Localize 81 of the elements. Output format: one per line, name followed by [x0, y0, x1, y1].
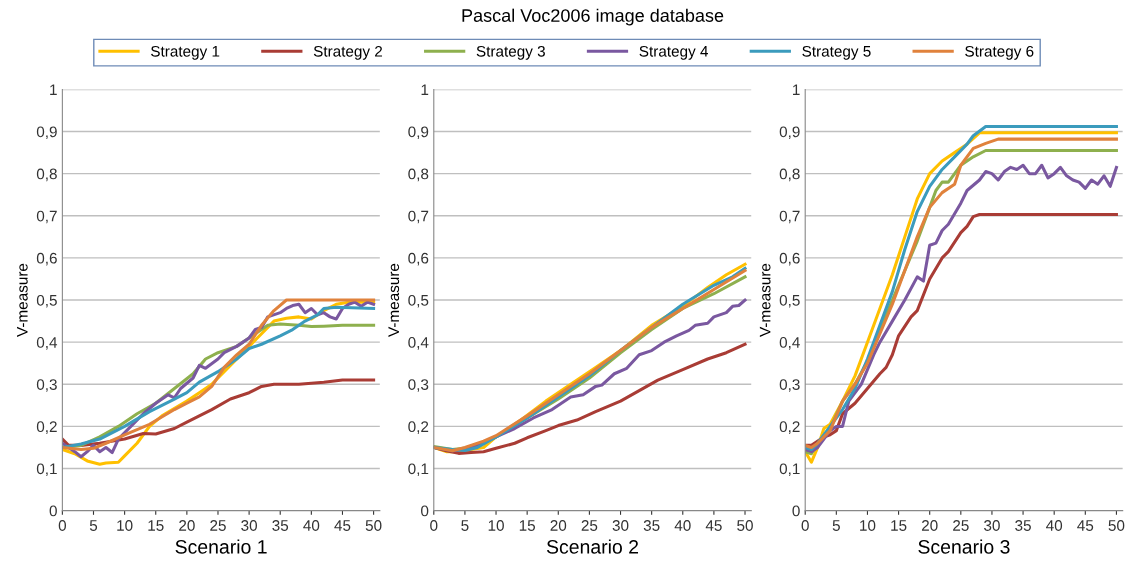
x-tick-label: 35 [272, 520, 289, 531]
x-tick-label: 45 [334, 520, 351, 531]
y-tick-label: 0,8 [36, 168, 57, 182]
x-tick-label: 40 [303, 520, 320, 531]
line-series [805, 213, 1118, 447]
x-tick-label: 40 [1046, 520, 1063, 531]
x-tick-label: 50 [737, 520, 753, 531]
x-tick-label: 15 [519, 520, 536, 531]
y-tick-label: 0,3 [408, 379, 429, 392]
y-tick-label: 0,6 [408, 252, 429, 266]
x-tick-label: 35 [1015, 520, 1031, 531]
y-tick-label: 0,7 [779, 210, 800, 224]
y-tick-label: 0,1 [779, 463, 800, 477]
x-tick-label: 30 [241, 520, 258, 531]
y-tick-label: 0 [421, 505, 429, 517]
y-tick-label: 0,8 [779, 168, 800, 182]
legend-label: Strategy 3 [476, 45, 545, 60]
x-tick-label: 25 [581, 520, 598, 531]
y-tick-label: 0,2 [36, 421, 57, 434]
x-tick-label: 40 [674, 520, 691, 531]
y-tick-label: 0,3 [779, 379, 800, 392]
y-tick-label: 1 [421, 84, 429, 95]
x-tick-label: 30 [612, 520, 629, 531]
y-tick-label: 0,2 [779, 421, 800, 434]
y-tick-label: 0,9 [408, 126, 429, 140]
y-tick-label: 1 [793, 84, 800, 95]
y-axis-title: V-measure [388, 263, 400, 337]
y-tick-label: 0 [792, 505, 800, 517]
y-axis-title: V-measure [759, 263, 771, 337]
x-tick-label: 45 [1077, 520, 1094, 531]
x-tick-label: 0 [801, 520, 809, 531]
y-tick-label: 0,1 [36, 463, 57, 477]
y-tick-label: 0,8 [408, 168, 429, 182]
y-tick-label: 0,2 [408, 421, 429, 434]
y-tick-label: 0,5 [779, 294, 800, 308]
x-axis-title: Scenario 3 [918, 539, 1010, 554]
x-tick-label: 0 [430, 520, 438, 531]
x-tick-label: 20 [179, 520, 195, 531]
x-axis-title: Scenario 2 [546, 539, 639, 554]
legend-label: Strategy 6 [965, 45, 1034, 60]
y-tick-label: 0,4 [408, 337, 429, 350]
legend-label: Strategy 5 [802, 45, 871, 60]
x-tick-label: 10 [860, 520, 876, 531]
x-tick-label: 5 [461, 520, 469, 531]
y-tick-label: 0,7 [408, 210, 429, 224]
y-tick-label: 0,3 [36, 379, 57, 392]
x-tick-label: 50 [365, 520, 382, 531]
y-tick-label: 0,1 [408, 463, 429, 477]
y-axis-title: V-measure [17, 263, 28, 337]
line-series [433, 342, 747, 455]
x-tick-label: 5 [89, 520, 98, 531]
x-tick-label: 10 [488, 520, 504, 531]
y-tick-label: 0,7 [36, 210, 57, 224]
legend-label: Strategy 1 [151, 45, 220, 60]
x-tick-label: 20 [921, 520, 938, 531]
y-tick-label: 0,5 [36, 294, 57, 308]
x-tick-label: 50 [1108, 520, 1125, 531]
x-tick-label: 25 [953, 520, 969, 531]
x-tick-label: 45 [705, 520, 722, 531]
legend-label: Strategy 4 [639, 45, 708, 60]
y-tick-label: 0,9 [36, 126, 57, 140]
y-tick-label: 0,4 [779, 337, 800, 350]
y-tick-label: 0 [49, 505, 57, 517]
x-tick-label: 25 [210, 520, 226, 531]
x-tick-label: 30 [984, 520, 1000, 531]
x-tick-label: 10 [117, 520, 133, 531]
y-tick-label: 0,4 [36, 337, 58, 350]
y-tick-label: 1 [50, 84, 57, 95]
y-tick-label: 0,5 [408, 294, 429, 308]
y-tick-label: 0,9 [779, 126, 800, 140]
x-tick-label: 5 [832, 520, 840, 531]
legend-label: Strategy 2 [313, 45, 383, 60]
x-tick-label: 0 [58, 520, 67, 531]
x-axis-title: Scenario 1 [175, 539, 267, 554]
x-tick-label: 20 [550, 520, 567, 531]
y-tick-label: 0,6 [36, 252, 57, 266]
x-tick-label: 15 [891, 520, 907, 531]
x-tick-label: 35 [643, 520, 660, 531]
x-tick-label: 15 [148, 520, 164, 531]
y-tick-label: 0,6 [779, 252, 800, 266]
chart-title: Pascal Voc2006 image database [462, 8, 724, 26]
